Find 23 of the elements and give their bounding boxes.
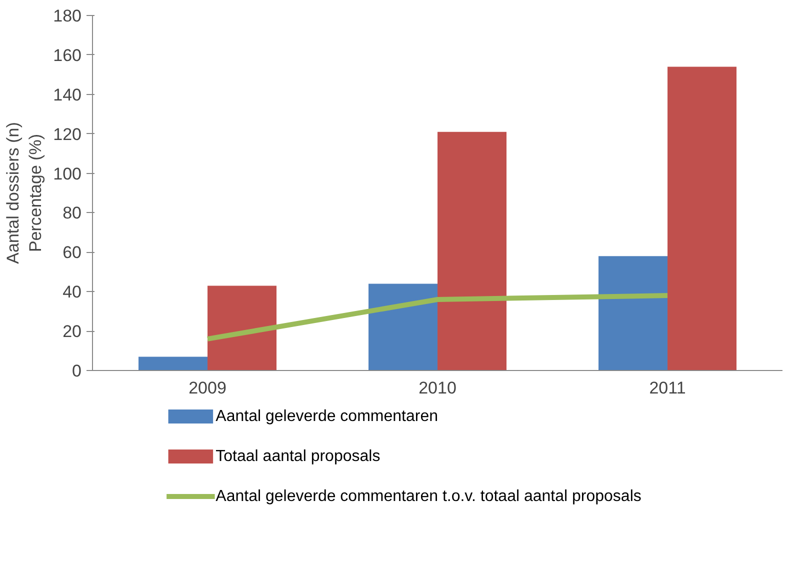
y-tick-label: 60 — [62, 243, 82, 262]
x-tick-label: 2010 — [418, 378, 456, 398]
y-tick-label: 100 — [53, 164, 82, 184]
bar — [668, 66, 736, 370]
x-tick-label: 2011 — [649, 378, 686, 398]
y-tick-label: 180 — [53, 6, 82, 26]
y-tick-label: 20 — [62, 322, 82, 342]
legend-label: Totaal aantal proposals — [216, 448, 380, 465]
x-tick-label: 2009 — [188, 378, 226, 398]
bar — [598, 256, 668, 370]
y-tick-label: 0 — [72, 362, 82, 380]
legend-label: Aantal geleverde commentaren t.o.v. totaal aantal proposals — [216, 488, 642, 505]
y-tick-label: 80 — [62, 204, 82, 223]
bar — [208, 286, 276, 370]
bar — [368, 284, 438, 370]
y-tick-label: 160 — [53, 46, 82, 65]
y-tick-label: 140 — [53, 85, 82, 104]
y-axis-title: Aantal dossiers (n) Percentage (%) — [3, 122, 46, 264]
y-tick-label: 120 — [53, 124, 82, 144]
bar — [138, 356, 208, 370]
y-tick-label: 40 — [62, 282, 82, 302]
bar — [438, 132, 506, 370]
legend-label: Aantal geleverde commentaren — [216, 408, 438, 425]
